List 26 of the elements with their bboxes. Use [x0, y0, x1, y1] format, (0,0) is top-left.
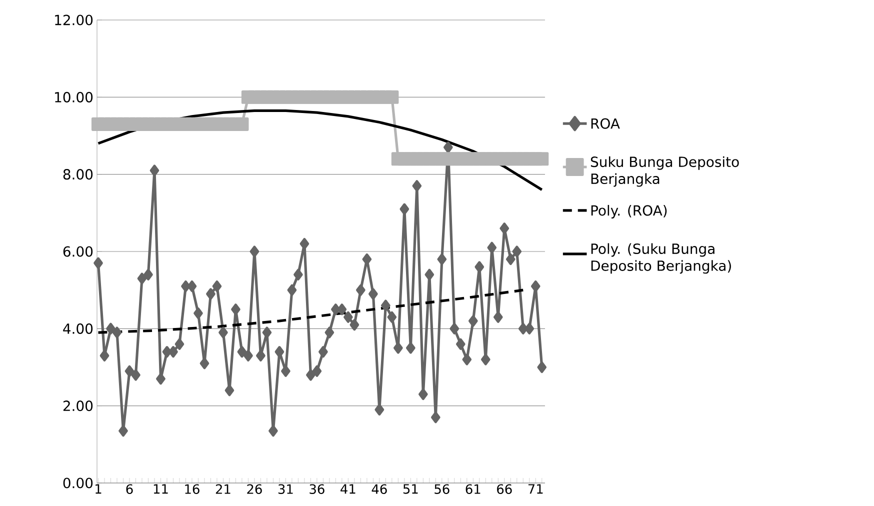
y-tick-label: 12.00: [55, 14, 93, 26]
x-tick-label: 16: [185, 484, 200, 494]
x-tick-label: 66: [497, 484, 512, 494]
x-tick-label: 71: [528, 484, 543, 494]
x-tick-label: 56: [434, 484, 450, 494]
x-tick-label: 6: [126, 484, 133, 494]
x-tick-label: 46: [372, 484, 387, 494]
y-tick-label: 8.00: [63, 169, 93, 180]
x-tick-label: 11: [154, 484, 168, 494]
x-tick-label: 1: [96, 484, 102, 494]
y-tick-label: 4.00: [63, 323, 93, 334]
x-tick-label: 31: [278, 484, 293, 494]
legend-label: Poly. (ROA): [591, 204, 667, 218]
x-tick-label: 41: [340, 484, 356, 494]
x-tick-label: 61: [466, 484, 480, 494]
x-tick-label: 21: [216, 484, 230, 494]
y-tick-label: 0.00: [63, 478, 93, 488]
y-tick-label: 10.00: [55, 92, 93, 102]
y-tick-label: 2.00: [63, 400, 93, 412]
y-tick-label: 6.00: [63, 246, 93, 257]
x-tick-label: 51: [403, 484, 418, 494]
legend-label: ROA: [591, 118, 620, 129]
x-tick-label: 36: [310, 484, 324, 494]
x-tick-label: 26: [247, 484, 262, 494]
legend-label: Suku Bunga Deposito Berjangka: [590, 156, 739, 187]
legend-label: Poly. (Suku Bunga Deposito Berjangka): [591, 243, 731, 274]
